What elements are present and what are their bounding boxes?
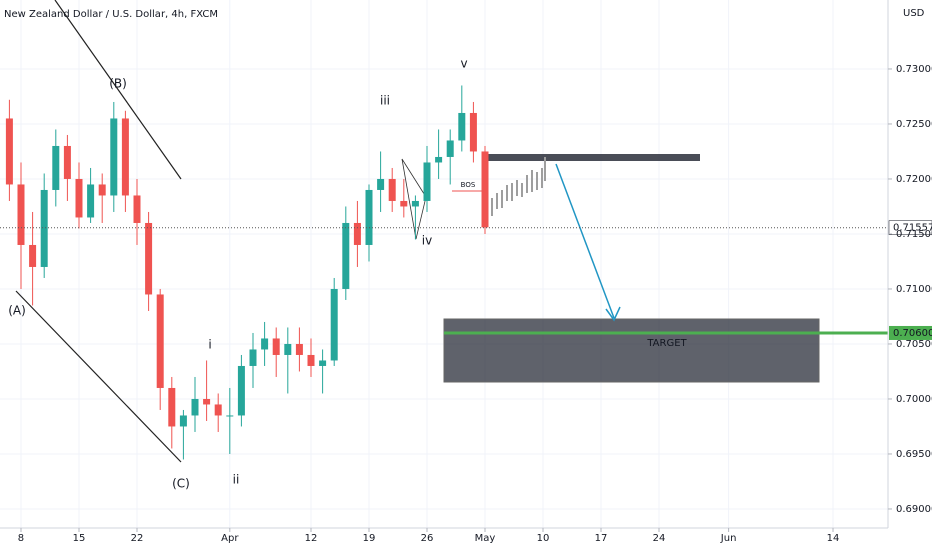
candle-body: [411, 200, 419, 207]
candle-body: [110, 118, 118, 196]
candle-body: [342, 222, 350, 289]
candle-body: [295, 343, 303, 355]
candle-body: [458, 112, 466, 141]
candle-body: [272, 338, 280, 355]
wave-label: (B): [109, 77, 127, 91]
triangle-drawing: [401, 158, 427, 240]
candle-body: [400, 200, 408, 207]
candle-body: [98, 184, 106, 196]
chart-title: New Zealand Dollar / U.S. Dollar, 4h, FX…: [4, 9, 218, 20]
x-tick-label: 10: [537, 533, 550, 544]
candle-body: [145, 222, 153, 295]
current-price-label: 0.71557: [893, 223, 932, 234]
candle-body: [87, 184, 95, 218]
candle-body: [435, 156, 443, 163]
target-label: 0.70600: [893, 328, 932, 339]
candle-body: [237, 365, 245, 416]
x-tick-label: May: [475, 533, 496, 544]
candle-body: [226, 415, 234, 417]
candle-body: [179, 415, 187, 427]
candle-body: [481, 151, 489, 228]
candle-body: [63, 145, 71, 179]
candle-body: [156, 294, 164, 388]
target-box: [443, 318, 820, 383]
candle-body: [377, 178, 385, 190]
x-tick-label: 15: [73, 533, 86, 544]
candle-body: [423, 162, 431, 201]
wave-label: (C): [172, 477, 190, 491]
wave-label: ii: [233, 473, 240, 487]
candle-body: [214, 404, 222, 416]
x-tick-label: Jun: [720, 533, 737, 544]
candle-body: [52, 145, 60, 190]
candle-body: [284, 343, 292, 355]
x-tick-label: 12: [305, 533, 318, 544]
wave-label: i: [208, 338, 211, 352]
zone-label: BOS: [461, 181, 476, 189]
trend-line: [15, 290, 182, 463]
candle-body: [319, 360, 327, 366]
candle-body: [29, 244, 37, 267]
x-tick-label: 8: [18, 533, 24, 544]
candle-body: [133, 195, 141, 223]
candle-body: [191, 398, 199, 416]
x-tick-label: 22: [131, 533, 144, 544]
candle-body: [388, 178, 396, 201]
candle-body: [446, 140, 454, 157]
y-tick-label: 0.73000: [896, 64, 932, 75]
candle-body: [168, 387, 176, 427]
zone-label: TARGET: [646, 338, 687, 349]
x-tick-label: 26: [421, 533, 434, 544]
candle-body: [75, 178, 83, 218]
candle-body: [5, 118, 13, 185]
candle-body: [307, 354, 315, 366]
x-tick-label: 17: [595, 533, 608, 544]
levels: 0.71557 0.70600: [0, 220, 932, 340]
candle-body: [469, 112, 477, 152]
x-tick-label: 19: [363, 533, 376, 544]
candle-body: [121, 118, 129, 196]
x-tick-label: Apr: [221, 533, 239, 544]
x-tick-label: 14: [827, 533, 840, 544]
arrow: [555, 163, 615, 319]
candle-body: [249, 349, 257, 366]
arrow-head: [605, 306, 621, 322]
candle-body: [261, 338, 269, 350]
x-tick-label: 24: [653, 533, 666, 544]
current-price-tag: [888, 220, 932, 235]
candle-body: [330, 288, 338, 361]
candle-body: [17, 184, 25, 245]
wave-label: v: [460, 57, 467, 71]
candle-body: [40, 189, 48, 267]
wave-label: (A): [8, 304, 26, 318]
candle-body: [365, 189, 373, 245]
currency: USD: [903, 8, 925, 19]
candle-body: [203, 398, 211, 405]
wave-label: iii: [380, 94, 390, 108]
candle-body: [353, 222, 361, 245]
projection: [491, 157, 546, 216]
wave-label: iv: [422, 234, 432, 248]
trend-line: [54, 0, 182, 180]
candles: [5, 85, 489, 460]
supply-zone: [485, 154, 700, 161]
target-tag: [889, 325, 932, 340]
